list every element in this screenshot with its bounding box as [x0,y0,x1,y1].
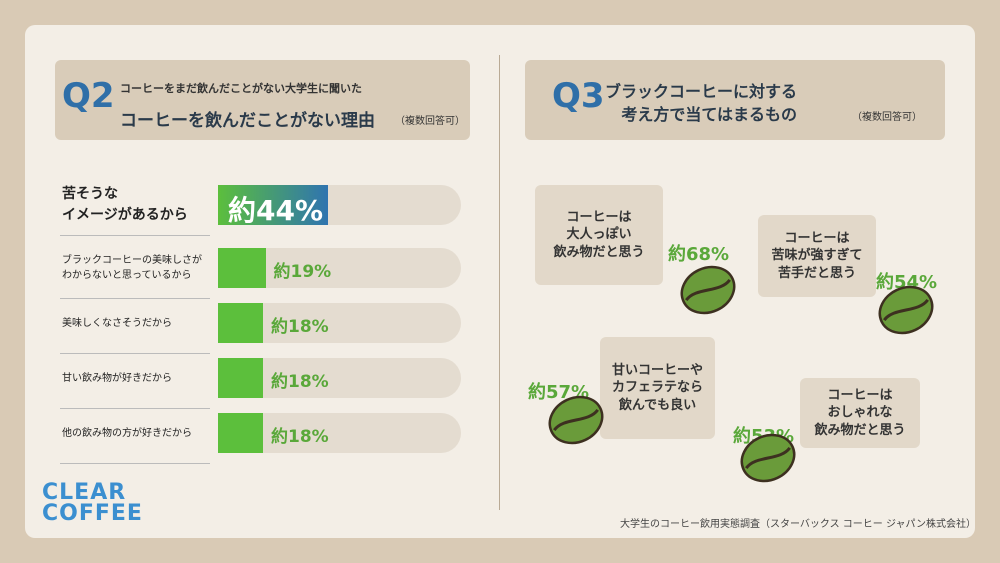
coffee-bean [680,265,736,315]
row-separator [60,408,210,409]
title: コーヒーを飲んだことがない理由 [120,111,375,131]
row-separator [60,463,210,464]
callout-bubble: 甘いコーヒーや カフェラテなら 飲んでも良い [600,337,715,439]
bean-groove [883,298,929,322]
row-separator [60,353,210,354]
row-separator [60,235,210,236]
bar [218,413,263,453]
question-label: Q3 [552,76,605,116]
subtitle: コーヒーをまだ飲んだことがない大学生に聞いた [120,82,362,95]
note: （複数回答可） [395,116,465,127]
bar [218,185,328,225]
category-label: 甘い飲み物が好きだから [62,372,172,384]
callout-bubble: コーヒーは 苦味が強すぎて 苦手だと思う [758,215,876,297]
category-label: 他の飲み物の方が好きだから [62,427,192,439]
value-label: 約44% [228,194,324,227]
header-box [55,60,470,140]
bar [218,248,266,288]
callout-bubble: コーヒーは おしゃれな 飲み物だと思う [800,378,920,448]
value-label: 約18% [271,317,329,337]
category-label: ブラックコーヒーの美味しさが わからないと思っているから [62,255,202,281]
bean-groove [553,408,599,432]
value-label: 約54% [876,272,938,293]
title: ブラックコーヒーに対する 考え方で当てはまるもの [605,82,798,125]
coffee-bean [548,395,604,445]
question-label: Q2 [62,76,115,116]
coffee-bean [740,433,796,483]
value-label: 約18% [271,427,329,447]
bean-groove [745,446,791,470]
divider [499,55,500,510]
bar [218,358,263,398]
category-label: 美味しくなさそうだから [62,317,172,329]
header-box [525,60,945,140]
value-label: 約68% [668,244,730,265]
coffee-bean [878,285,934,335]
row-separator [60,298,210,299]
value-label: 約19% [273,262,332,282]
bean-groove [685,278,731,302]
category-label: 苦そうな イメージがあるから [62,186,188,223]
logo: CLEAR COFFEE [42,480,143,526]
source: 大学生のコーヒー飲用実態調査（スターバックス コーヒー ジャパン株式会社） [620,519,976,530]
note: （複数回答可） [852,112,922,123]
bar [218,303,263,343]
value-label: 約18% [271,372,329,392]
callout-bubble: コーヒーは 大人っぽい 飲み物だと思う [535,185,663,285]
